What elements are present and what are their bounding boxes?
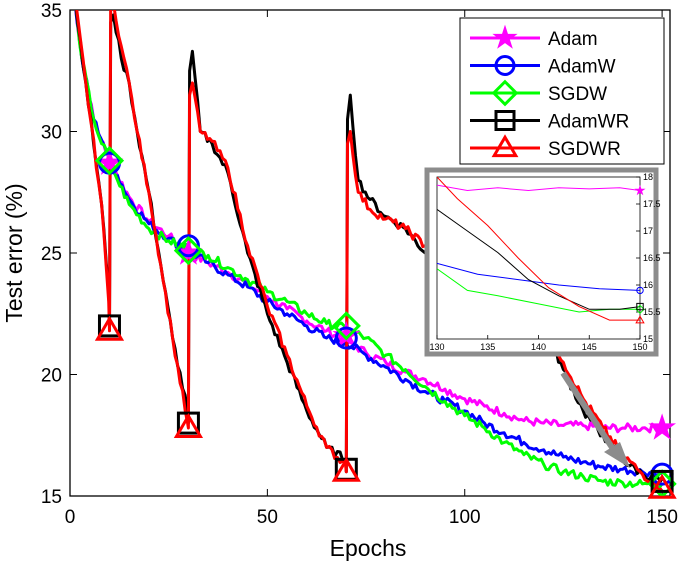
- inset-marker-adamw: [636, 286, 644, 295]
- inset-y-tick-label: 18: [643, 172, 653, 182]
- zoom-arrow: [560, 371, 630, 468]
- zoom-arrow-head: [604, 442, 630, 468]
- x-axis-label: Epochs: [330, 535, 407, 561]
- inset-marker-sgdw: [635, 304, 645, 315]
- legend-items: Adam AdamW SGDW AdamWR SGDWR: [470, 24, 629, 160]
- x-tick-label: 0: [65, 507, 76, 528]
- marker-sgdw: [173, 235, 204, 266]
- y-tick-label: 15: [41, 487, 62, 508]
- inset-x-tick-label: 140: [531, 342, 546, 352]
- inset-x-tick-label: 150: [632, 342, 647, 352]
- x-tick-label: 100: [449, 507, 481, 528]
- inset-marker-adamwr: [636, 302, 644, 311]
- series-line-sgdw: [74, 10, 664, 489]
- inset-series-markers: [634, 184, 646, 324]
- y-tick-label: 30: [41, 123, 62, 144]
- legend-item-sgdw: SGDW: [470, 79, 607, 107]
- inset-line-adam: [437, 184, 640, 192]
- inset-y-tick-label: 17: [643, 226, 653, 236]
- x-tick-label: 150: [646, 507, 678, 528]
- legend-item-adamwr: AdamWR: [470, 110, 629, 133]
- inset-y-tick-label: 16.5: [643, 253, 661, 263]
- main-series-lines: [74, 10, 664, 492]
- marker-sgdw: [331, 311, 361, 341]
- legend-label: AdamW: [548, 57, 616, 78]
- inset-x-tick-label: 130: [429, 342, 444, 352]
- inset-y-tick-label: 15.5: [643, 307, 661, 317]
- inset-marker-sgdwr: [635, 315, 645, 324]
- legend: Adam AdamW SGDW AdamWR SGDWR: [459, 17, 665, 165]
- y-axis-label: Test error (%): [1, 183, 27, 322]
- x-tick-label: 50: [257, 507, 278, 528]
- legend-item-adamw: AdamW: [470, 55, 616, 78]
- legend-marker-triangle: [491, 134, 519, 158]
- inset-x-tick-label: 145: [582, 342, 597, 352]
- inset-x-tick-label: 135: [480, 342, 495, 352]
- legend-marker-circle: [494, 55, 516, 76]
- marker-adamw: [334, 326, 358, 350]
- inset-marker-adam: [634, 184, 646, 196]
- legend-item-adam: Adam: [470, 24, 598, 50]
- inset-y-tick-label: 15: [643, 334, 653, 344]
- legend-item-sgdwr: SGDWR: [470, 134, 621, 160]
- y-tick-label: 20: [41, 366, 62, 387]
- marker-sgdwr: [331, 456, 361, 482]
- inset-border: [424, 167, 659, 357]
- legend-label: SGDWR: [548, 139, 621, 160]
- marker-adamwr: [650, 469, 674, 493]
- legend-label: SGDW: [548, 84, 607, 105]
- inset-line-adamwr: [437, 208, 640, 310]
- inset-series-lines: [437, 177, 640, 321]
- legend-marker-square: [494, 110, 516, 131]
- marker-adam: [648, 413, 677, 440]
- y-tick-label: 25: [41, 244, 62, 265]
- series-line-adam: [74, 10, 663, 434]
- zoom-arrow-shaft: [560, 371, 620, 457]
- legend-marker-diamond: [491, 79, 519, 107]
- marker-sgdwr: [94, 315, 125, 341]
- marker-adamw: [176, 234, 200, 258]
- inset-y-tick-label: 16: [643, 280, 653, 290]
- marker-sgdw: [94, 146, 125, 176]
- inset-y-tick-label: 17.5: [643, 199, 661, 209]
- main-series-markers: [94, 146, 677, 499]
- inset-line-adamw: [437, 262, 640, 291]
- y-tick-label: 35: [41, 1, 62, 22]
- inset-line-sgdwr: [437, 177, 640, 321]
- legend-label: AdamWR: [548, 112, 629, 133]
- marker-sgdwr: [173, 412, 204, 438]
- legend-marker-star: [492, 24, 518, 49]
- legend-label: Adam: [548, 29, 598, 50]
- marker-sgdwr: [647, 473, 677, 499]
- series-line-sgdwr: [75, 10, 663, 492]
